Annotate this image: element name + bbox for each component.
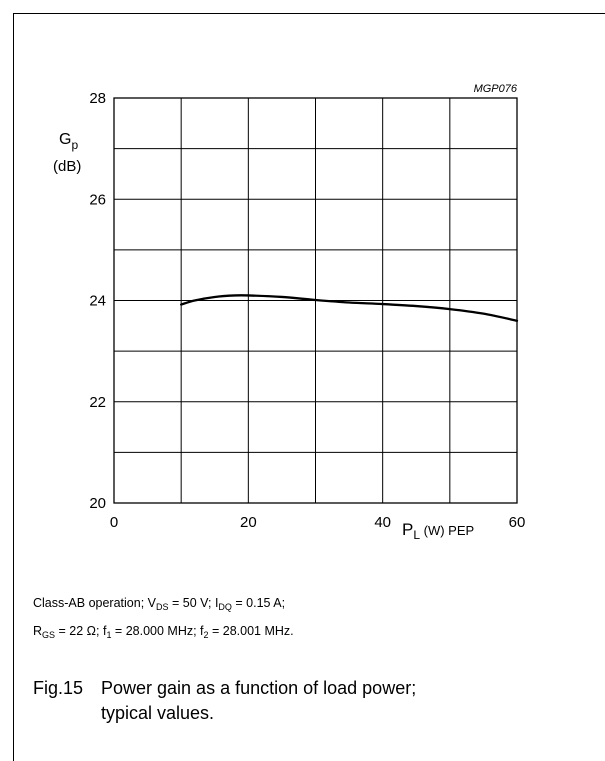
y-tick-label: 26: [89, 191, 106, 208]
y-tick-label: 24: [89, 293, 106, 310]
frame-top-rule: [13, 13, 605, 14]
caption-line-1: Power gain as a function of load power;: [101, 678, 417, 698]
chart-series: [180, 294, 519, 322]
figure-code-label: MGP076: [474, 83, 518, 95]
gain-curve: [180, 294, 519, 322]
figure-caption: Fig.15 Power gain as a function of load p…: [33, 676, 416, 726]
y-tick-label: 28: [89, 90, 106, 107]
figure-number: Fig.15: [33, 678, 84, 698]
y-axis-unit-label: (dB): [53, 158, 81, 175]
plot-frame: [113, 97, 518, 504]
caption-line-2: typical values.: [101, 703, 215, 723]
y-tick-label: 20: [89, 495, 106, 512]
x-tick-label: 40: [374, 514, 391, 531]
chart-grid: [113, 97, 518, 504]
frame-left-rule: [13, 13, 14, 761]
x-axis-label: PL (W) PEP: [402, 520, 474, 542]
y-tick-label: 22: [89, 394, 106, 411]
x-tick-label: 60: [509, 514, 526, 531]
x-tick-label: 0: [110, 514, 118, 531]
y-axis-label: Gp: [59, 131, 78, 152]
x-tick-label: 20: [240, 514, 257, 531]
conditions-line-1: Class-AB operation; VDS = 50 V; IDQ = 0.…: [33, 596, 286, 612]
conditions-line-2: RGS = 22 Ω; f1 = 28.000 MHz; f2 = 28.001…: [33, 624, 294, 640]
